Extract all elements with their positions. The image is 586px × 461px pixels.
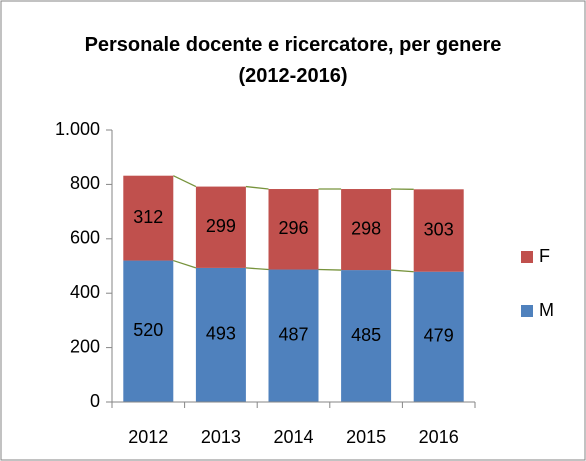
bar-segment: [268, 189, 319, 270]
series-line: [173, 175, 197, 188]
bar-segment: [195, 186, 246, 268]
series-line: [391, 269, 414, 273]
x-tick-label: 2012: [128, 427, 168, 447]
data-label: 298: [351, 218, 381, 238]
y-tick-label: 0: [90, 391, 100, 411]
data-label: 479: [424, 326, 454, 346]
chart-title: Personale docente e ricercatore, per gen…: [84, 34, 502, 87]
y-tick-label: 200: [70, 336, 100, 356]
legend-swatch: [521, 305, 533, 317]
data-label: 485: [351, 325, 381, 345]
x-tick-label: 2014: [273, 427, 313, 447]
data-label: 303: [424, 219, 454, 239]
bar-segment: [341, 189, 392, 271]
data-label: 299: [206, 216, 236, 236]
y-tick-label: 600: [70, 228, 100, 248]
data-label: 493: [206, 324, 236, 344]
legend-label: F: [539, 246, 550, 266]
y-tick-label: 1.000: [55, 119, 100, 139]
bar-segment: [195, 267, 246, 402]
x-tick-label: 2013: [201, 427, 241, 447]
series-line: [318, 268, 342, 271]
bar-segment: [123, 260, 174, 402]
bar-segment: [341, 270, 392, 402]
bar-segment: [413, 271, 464, 402]
data-label: 487: [278, 325, 308, 345]
series-line: [173, 259, 197, 269]
series-line: [245, 185, 269, 190]
data-label: 296: [278, 218, 308, 238]
bar-segment: [268, 269, 319, 402]
bar-segment: [413, 189, 464, 272]
y-tick-label: 400: [70, 282, 100, 302]
data-label: 312: [133, 207, 163, 227]
x-tick-label: 2016: [419, 427, 459, 447]
x-tick-label: 2015: [346, 427, 386, 447]
legend-label: M: [539, 300, 554, 320]
legend-swatch: [521, 251, 533, 263]
bar-segment: [123, 175, 174, 261]
y-tick-label: 800: [70, 173, 100, 193]
series-line: [245, 267, 269, 271]
data-label: 520: [133, 320, 163, 340]
